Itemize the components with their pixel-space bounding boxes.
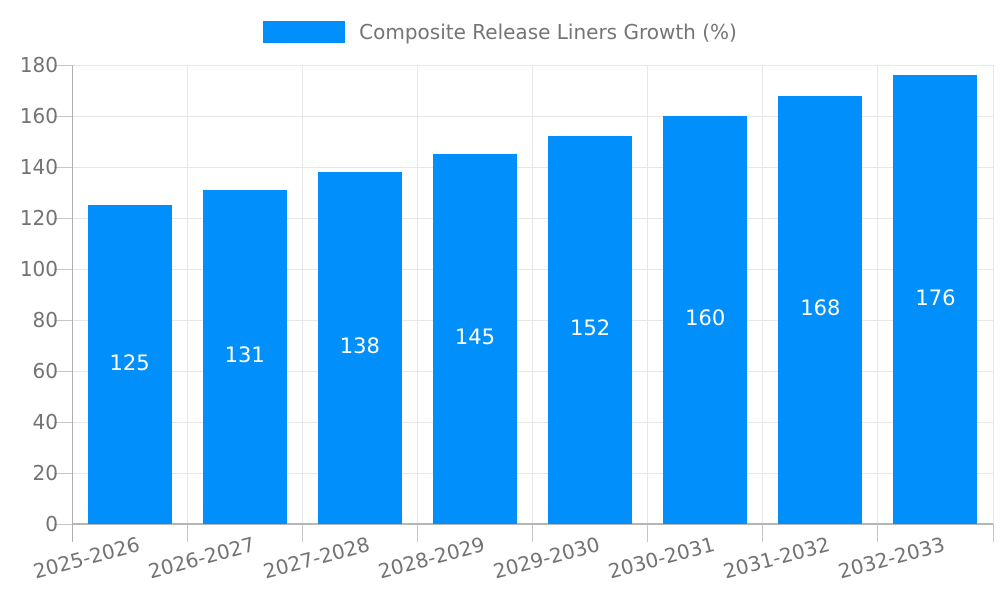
x-axis-tick — [416, 524, 418, 542]
y-axis-tick — [54, 523, 72, 525]
x-axis-tick — [532, 524, 533, 542]
bar[interactable] — [317, 172, 402, 524]
bar[interactable] — [778, 95, 863, 524]
x-axis-label: 2027-2028 — [260, 532, 373, 584]
y-axis-label: 100 — [19, 257, 58, 281]
y-axis-label: 120 — [19, 206, 58, 230]
x-axis-label: 2031-2032 — [721, 532, 833, 584]
x-axis-tick — [647, 524, 649, 542]
x-axis-label: 2028-2029 — [375, 532, 488, 584]
bar[interactable] — [548, 136, 633, 524]
gridline-vertical — [877, 65, 879, 524]
y-axis-line — [71, 65, 73, 542]
y-axis-label: 40 — [32, 410, 58, 434]
x-axis-line — [72, 523, 993, 525]
x-axis-label: 2026-2027 — [145, 532, 257, 584]
x-axis-tick — [992, 524, 994, 542]
y-axis-label: 180 — [19, 53, 58, 77]
y-axis-tick — [54, 370, 72, 372]
gridline-vertical — [416, 65, 418, 524]
bar[interactable] — [202, 189, 287, 524]
x-axis-tick — [301, 524, 303, 542]
x-axis-label: 2029-2030 — [490, 532, 603, 584]
y-axis-tick — [54, 319, 72, 321]
y-axis-label: 140 — [19, 155, 58, 179]
y-axis-tick — [54, 217, 72, 219]
gridline-vertical — [762, 65, 764, 524]
bar[interactable] — [432, 154, 517, 525]
legend[interactable]: Composite Release Liners Growth (%) — [0, 18, 1000, 46]
gridline-vertical — [992, 65, 994, 524]
y-axis-tick — [54, 166, 72, 168]
bar[interactable] — [893, 75, 978, 524]
y-axis-label: 20 — [32, 461, 58, 485]
x-axis-label: 2025-2026 — [30, 532, 142, 584]
y-axis-label: 60 — [32, 359, 58, 383]
bar[interactable] — [663, 116, 748, 524]
y-axis-label: 160 — [19, 104, 58, 128]
gridline-vertical — [532, 65, 533, 524]
x-axis-tick — [186, 524, 188, 542]
y-axis-label: 0 — [45, 512, 58, 536]
y-axis-label: 80 — [32, 308, 58, 332]
gridline-vertical — [647, 65, 649, 524]
legend-label: Composite Release Liners Growth (%) — [359, 20, 737, 44]
gridline-vertical — [186, 65, 188, 524]
x-axis-tick — [762, 524, 764, 542]
x-axis-label: 2032-2033 — [836, 532, 948, 584]
y-axis-tick — [54, 472, 72, 474]
bar[interactable] — [87, 205, 172, 525]
y-axis-tick — [54, 421, 72, 423]
x-axis-tick — [877, 524, 879, 542]
gridline-vertical — [301, 65, 303, 524]
legend-swatch-icon — [263, 21, 346, 43]
y-axis-tick — [54, 64, 72, 66]
y-axis-tick — [54, 115, 72, 117]
x-axis-label: 2030-2031 — [605, 532, 718, 584]
y-axis-tick — [54, 268, 72, 270]
